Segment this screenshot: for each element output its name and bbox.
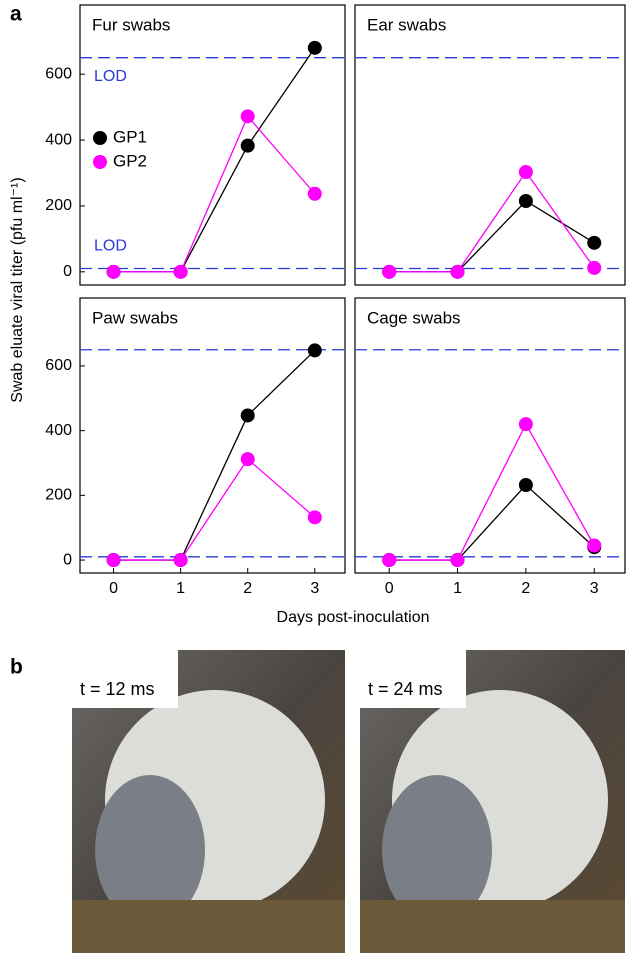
legend-label: GP2 xyxy=(113,151,147,170)
photo-label: t = 24 ms xyxy=(368,679,443,699)
y-tick-label: 200 xyxy=(45,487,72,504)
data-point xyxy=(450,264,465,279)
series-line xyxy=(113,458,316,561)
plot-frame xyxy=(79,4,346,286)
panel-title: Cage swabs xyxy=(367,308,461,327)
photo-label: t = 12 ms xyxy=(80,679,155,699)
photo xyxy=(360,650,625,953)
series-line xyxy=(113,349,316,561)
series-line xyxy=(113,115,316,273)
panel-label: b xyxy=(10,656,23,679)
label-box xyxy=(72,650,178,708)
x-tick-label: 3 xyxy=(590,580,599,597)
x-tick-label: 1 xyxy=(453,580,462,597)
panel-label: a xyxy=(10,3,22,26)
y-tick-label: 400 xyxy=(45,422,72,439)
plot-frame xyxy=(354,297,626,574)
series-line xyxy=(389,422,595,561)
plot-frame xyxy=(354,4,626,286)
x-tick-label: 1 xyxy=(176,580,185,597)
data-point xyxy=(518,478,533,492)
data-point xyxy=(587,235,602,250)
x-tick-label: 0 xyxy=(109,580,118,597)
data-point xyxy=(307,186,322,201)
x-axis-label: Days post-inoculation xyxy=(277,609,430,626)
legend-label: GP1 xyxy=(113,127,147,146)
x-tick-label: 2 xyxy=(521,580,530,597)
series-line xyxy=(389,484,595,561)
data-point xyxy=(106,553,121,568)
data-point xyxy=(106,264,121,279)
label-box xyxy=(360,650,466,708)
y-tick-label: 200 xyxy=(45,197,72,214)
y-tick-label: 400 xyxy=(45,131,72,148)
y-tick-label: 0 xyxy=(63,551,72,568)
data-point xyxy=(587,538,602,553)
data-point xyxy=(587,260,602,275)
panel-title: Fur swabs xyxy=(92,15,170,34)
x-tick-label: 3 xyxy=(310,580,319,597)
data-point xyxy=(240,408,255,423)
lod-label: LOD xyxy=(94,238,127,255)
series-line xyxy=(389,200,595,273)
data-point xyxy=(173,553,188,568)
y-tick-label: 0 xyxy=(63,263,72,280)
data-point xyxy=(382,553,397,568)
photo xyxy=(72,650,345,953)
data-point xyxy=(173,264,188,279)
panel-title: Paw swabs xyxy=(92,308,178,327)
data-point xyxy=(307,40,322,55)
data-point xyxy=(307,510,322,525)
data-point xyxy=(518,165,533,180)
panel-title: Ear swabs xyxy=(367,15,446,34)
data-point xyxy=(518,194,533,208)
data-point xyxy=(518,417,533,432)
y-axis-label: Swab eluate viral titer (pfu ml⁻¹) xyxy=(9,177,26,402)
legend-marker xyxy=(93,131,107,145)
lod-label: LOD xyxy=(94,68,127,85)
data-point xyxy=(382,264,397,279)
series-line xyxy=(389,170,595,273)
data-point xyxy=(240,109,255,124)
x-tick-label: 0 xyxy=(385,580,394,597)
x-tick-label: 2 xyxy=(243,580,252,597)
plot-frame xyxy=(79,297,346,574)
legend-marker xyxy=(93,155,107,169)
data-point xyxy=(450,553,465,568)
data-point xyxy=(307,343,322,358)
data-point xyxy=(240,138,255,153)
y-tick-label: 600 xyxy=(45,65,72,82)
data-point xyxy=(240,452,255,467)
y-tick-label: 600 xyxy=(45,357,72,374)
